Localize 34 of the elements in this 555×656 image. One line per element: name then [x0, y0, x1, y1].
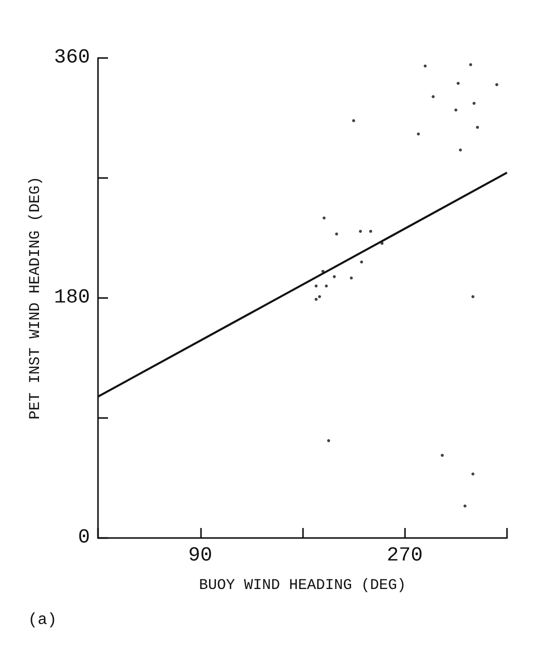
point — [456, 82, 460, 85]
point — [350, 276, 353, 280]
y-tick-label: 0 — [78, 526, 90, 550]
point — [332, 275, 336, 278]
point — [469, 63, 472, 66]
point — [360, 260, 364, 264]
point — [432, 95, 435, 98]
point — [495, 83, 498, 86]
point — [335, 232, 338, 236]
point — [352, 119, 356, 122]
point — [358, 230, 362, 233]
point — [322, 216, 326, 220]
x-tick-label: 90 — [188, 544, 212, 568]
text: (a) — [28, 611, 57, 629]
point — [472, 102, 476, 105]
point — [458, 148, 462, 152]
point — [471, 295, 474, 298]
point — [324, 284, 328, 288]
point — [476, 126, 479, 129]
y-tick-label: 180 — [54, 286, 90, 310]
point — [471, 472, 474, 476]
x-axis-title: BUOY WIND HEADING (DEG) — [198, 577, 406, 594]
point — [327, 439, 330, 442]
point — [416, 132, 420, 136]
point — [424, 64, 427, 68]
y-tick-label: 360 — [54, 46, 90, 70]
point — [454, 108, 458, 112]
y-axis-title: PET INST WIND HEADING (DEG) — [27, 176, 44, 420]
point — [463, 504, 466, 508]
point — [369, 230, 372, 233]
point — [318, 295, 322, 298]
x-tick-label: 270 — [386, 544, 423, 568]
point — [314, 298, 318, 301]
point — [314, 284, 318, 288]
